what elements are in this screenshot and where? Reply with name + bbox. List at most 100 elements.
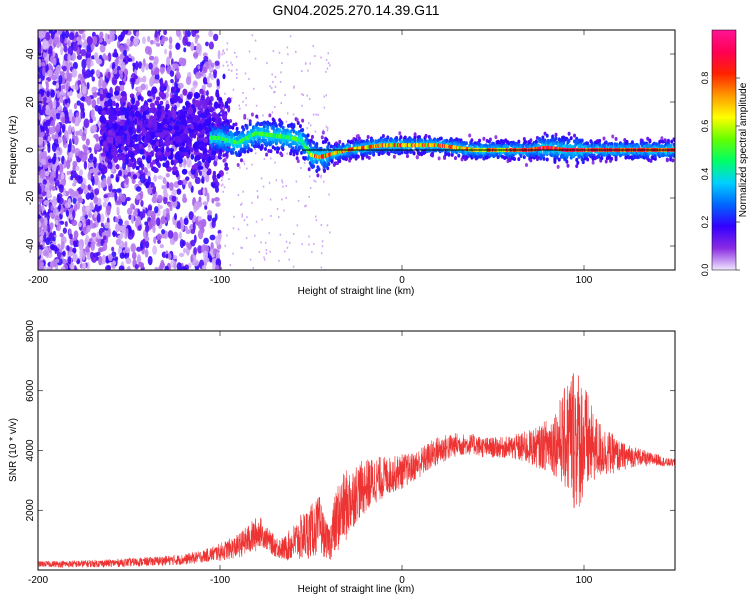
spectrogram-cell (197, 65, 201, 70)
spectrogram-cell (41, 127, 45, 132)
spectrogram-cell (60, 84, 66, 90)
spectrogram-cell (202, 52, 208, 57)
spectrogram-cell (52, 57, 57, 66)
spectrogram-cell (133, 161, 137, 169)
spectrogram-cell (228, 178, 230, 181)
spectrogram-cell (106, 176, 112, 186)
spectrogram-cell (264, 138, 267, 143)
spectrogram-cell (134, 117, 138, 126)
spectrogram-cell (265, 249, 268, 252)
spectrogram-cell (132, 205, 136, 210)
spectrogram-cell (205, 108, 210, 116)
spectrogram-cell (45, 31, 51, 41)
spectrogram-cell (255, 220, 258, 223)
spectrogram-cell (111, 151, 117, 156)
spectrogram-cell (103, 235, 107, 241)
spectrogram-cell (232, 252, 234, 255)
spectrogram-cell (315, 219, 318, 222)
spectrogram-cell (198, 220, 204, 230)
spectrogram-cell (72, 197, 77, 204)
spectrogram-cell (98, 78, 102, 89)
spectrogram-cell (72, 165, 76, 172)
spectrogram-cell (399, 135, 403, 140)
spectrogram-cell (326, 126, 329, 129)
spectrogram-cell (328, 193, 330, 196)
spectrogram-cell (386, 135, 390, 140)
spectrogram-cell (44, 124, 48, 132)
spectrogram-cell (211, 122, 215, 127)
spectrogram-cell (210, 62, 215, 68)
spectrogram-cell (310, 134, 314, 139)
spectrogram-cell (167, 155, 174, 160)
spectrogram-cell (288, 258, 290, 261)
spectrogram-cell (168, 43, 173, 50)
spectrogram-cell (164, 265, 169, 270)
spectrogram-cell (117, 135, 122, 144)
spectrogram-cell (80, 182, 86, 190)
spectrogram-cell (245, 97, 247, 100)
spectrogram-cell (120, 194, 126, 203)
spectrogram-cell (73, 265, 77, 270)
spectrogram-cell (125, 153, 130, 159)
spectrogram-cell (286, 246, 289, 249)
spectrogram-cell (171, 189, 178, 197)
spectrogram-cell (274, 123, 278, 128)
spectrogram-cell (182, 105, 186, 111)
spectrogram-cell (302, 94, 305, 97)
spectrogram-cell (51, 164, 57, 172)
spectrogram-cell (265, 152, 269, 157)
spectrogram-cell (106, 265, 112, 270)
spectrogram-cell (137, 224, 142, 232)
spectrogram-cell (60, 266, 66, 270)
spectrogram-cells (38, 30, 675, 270)
spectrogram-cell (87, 63, 91, 70)
spectrogram-cell (147, 118, 153, 126)
spectrogram-cell (181, 124, 186, 130)
spectrogram-cell (126, 207, 133, 216)
spectrogram-cell (132, 62, 136, 67)
spectrogram-cell (149, 77, 154, 87)
spectrogram-cell (115, 163, 120, 170)
spectrogram-cell (482, 136, 486, 141)
spectrogram-cell (392, 154, 396, 159)
spectrogram-cell (228, 68, 230, 71)
spectrogram-cell (71, 115, 76, 124)
spectrogram-cell (134, 144, 140, 153)
spectrogram-cell (245, 124, 249, 129)
spectrogram-cell (211, 197, 215, 204)
spectrogram-cell (174, 152, 180, 160)
spectrogram-cell (488, 137, 492, 142)
spectrogram-cell (68, 138, 72, 149)
spectrogram-cell (323, 106, 326, 109)
spectrogram-cell (83, 226, 87, 232)
spectrogram-cell (223, 52, 226, 55)
spectrogram-cell (248, 50, 251, 53)
spectrogram-cell (279, 80, 282, 83)
spectrogram-cell (188, 181, 192, 189)
spectrogram-cell (213, 126, 217, 131)
spectrogram-cell (173, 159, 179, 164)
spectrogram-cell (202, 66, 208, 74)
spectrogram-cell (50, 120, 56, 127)
spectrogram-cell (192, 142, 199, 150)
spectrogram-cell (76, 54, 83, 60)
spectrogram-cell (320, 224, 323, 227)
spectrogram-cell (185, 145, 190, 151)
spectrogram-cell (171, 111, 177, 120)
spectrogram-cell (230, 97, 233, 100)
spectrogram-cell (209, 95, 214, 102)
spectrogram-cell (255, 114, 259, 119)
spectrogram-cell (212, 69, 218, 76)
spectrogram-cell (239, 158, 243, 163)
spectrogram-cell (83, 118, 90, 129)
spectrogram-cell (241, 215, 243, 218)
spectrogram-cell (315, 113, 318, 116)
spectrogram-cell (229, 118, 233, 123)
spectrogram-cell (130, 214, 135, 224)
spectrogram-cell (39, 109, 44, 115)
spectrogram-cell (233, 51, 236, 54)
spectrogram-cell (135, 165, 140, 171)
spectrogram-cell (329, 231, 331, 234)
spectrogram-cell (266, 62, 268, 65)
spectrogram-cell (269, 198, 272, 201)
